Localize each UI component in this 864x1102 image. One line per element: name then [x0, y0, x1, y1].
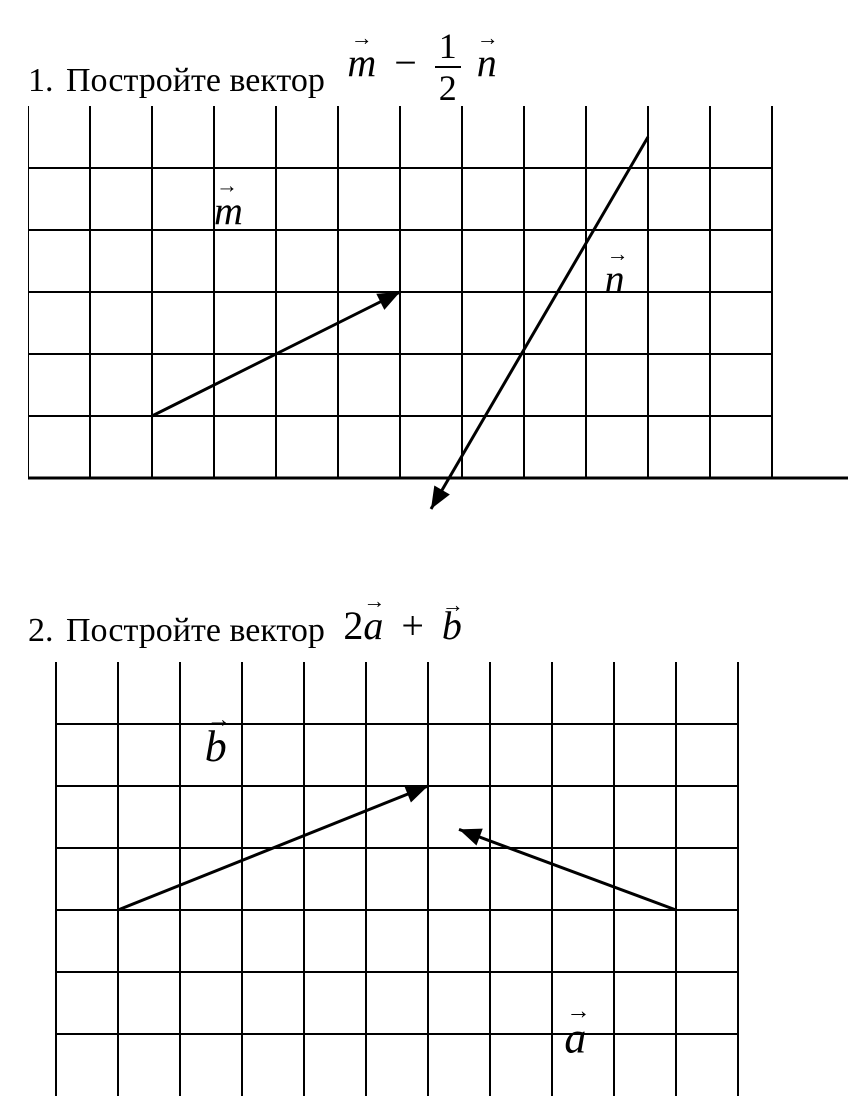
problem-2-number: 2.: [28, 612, 54, 649]
vector-arrow-icon: →: [347, 25, 376, 51]
svg-text:→: →: [607, 241, 629, 266]
problem-2-formula: 2 → a + → b: [343, 602, 462, 649]
plus-sign: +: [401, 603, 424, 648]
problem-2-grid: b→a→: [28, 662, 788, 1102]
problem-2-statement: 2. Постройте вектор 2 → a + → b: [28, 592, 848, 652]
problem-2-text: Постройте вектор: [66, 612, 325, 649]
page: 1. Постройте вектор → m − 1 2 → n m→n: [0, 0, 864, 1101]
problem-1-statement: 1. Постройте вектор → m − 1 2 → n: [28, 10, 848, 100]
vector-arrow-icon: →: [477, 25, 497, 51]
problem-1-number: 1.: [28, 62, 54, 99]
problem-2: 2. Постройте вектор 2 → a + → b b→a→: [28, 592, 848, 1102]
problem-1-grid: m→n→: [28, 106, 848, 546]
minus-sign: −: [394, 40, 417, 85]
svg-text:→: →: [207, 706, 231, 733]
vector-b-symbol: → b: [442, 602, 462, 649]
vector-m-symbol: → m: [347, 39, 376, 86]
svg-text:→: →: [566, 997, 590, 1024]
problem-1: 1. Постройте вектор → m − 1 2 → n m→n: [28, 10, 848, 546]
vector-a-symbol: → a: [363, 602, 383, 649]
vector-n-symbol: → n: [477, 39, 497, 86]
vector-arrow-icon: →: [363, 588, 383, 614]
one-half-fraction: 1 2: [435, 28, 461, 106]
vector-arrow-icon: →: [442, 592, 462, 618]
problem-1-text: Постройте вектор: [66, 62, 325, 99]
problem-1-formula: → m − 1 2 → n: [347, 28, 496, 106]
svg-text:→: →: [216, 173, 238, 198]
coef-2: 2: [343, 603, 363, 648]
